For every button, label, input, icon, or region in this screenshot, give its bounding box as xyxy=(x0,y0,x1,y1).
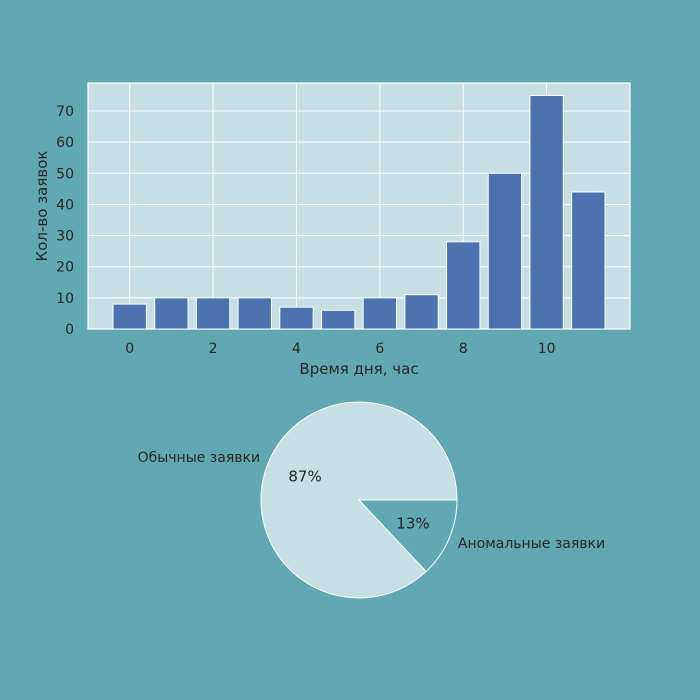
bar xyxy=(320,309,356,330)
bar xyxy=(529,94,564,330)
bar xyxy=(571,191,606,330)
bar xyxy=(404,294,439,330)
pie-labels: Обычные заявки 87% Аномальные заявки 13% xyxy=(138,450,606,552)
y-tick-label: 50 xyxy=(56,166,74,182)
x-axis-ticks: 0 2 4 6 8 10 xyxy=(125,341,555,357)
bar xyxy=(279,306,314,330)
x-tick-label: 0 xyxy=(125,341,134,357)
y-tick-label: 20 xyxy=(56,260,74,276)
y-tick-label: 40 xyxy=(56,197,74,213)
x-tick-label: 10 xyxy=(538,341,556,357)
pie-slice xyxy=(357,499,458,573)
pie-percent-label: 87% xyxy=(288,468,321,486)
y-axis-ticks: 0 10 20 30 40 50 60 70 xyxy=(56,104,74,338)
bar xyxy=(362,297,398,330)
x-tick-label: 8 xyxy=(459,341,468,357)
y-tick-label: 60 xyxy=(56,135,74,151)
pie-percent-label: 13% xyxy=(396,514,429,532)
y-tick-label: 0 xyxy=(65,322,74,338)
pie-slice-label: Аномальные заявки xyxy=(458,536,605,552)
y-tick-label: 10 xyxy=(56,291,74,307)
bar xyxy=(446,241,481,330)
bars xyxy=(112,94,606,330)
pie-slice xyxy=(260,401,458,599)
y-tick-label: 30 xyxy=(56,229,74,245)
bar xyxy=(237,297,272,330)
y-axis-label: Кол-во заявок xyxy=(33,151,51,262)
bar xyxy=(112,303,147,330)
pie-slice-label: Обычные заявки xyxy=(138,450,261,466)
pie-slices xyxy=(260,401,458,599)
x-tick-label: 2 xyxy=(209,341,218,357)
bar-chart: 0 2 4 6 8 10 0 10 20 30 40 50 60 70 Время дня, час К… xyxy=(33,82,631,378)
bar xyxy=(195,297,231,330)
x-tick-label: 6 xyxy=(375,341,384,357)
pie-chart: Обычные заявки 87% Аномальные заявки 13% xyxy=(138,401,606,599)
bar xyxy=(154,297,189,330)
x-tick-label: 4 xyxy=(292,341,301,357)
y-tick-label: 70 xyxy=(56,104,74,120)
x-axis-label: Время дня, час xyxy=(299,360,418,378)
bar xyxy=(487,172,523,330)
